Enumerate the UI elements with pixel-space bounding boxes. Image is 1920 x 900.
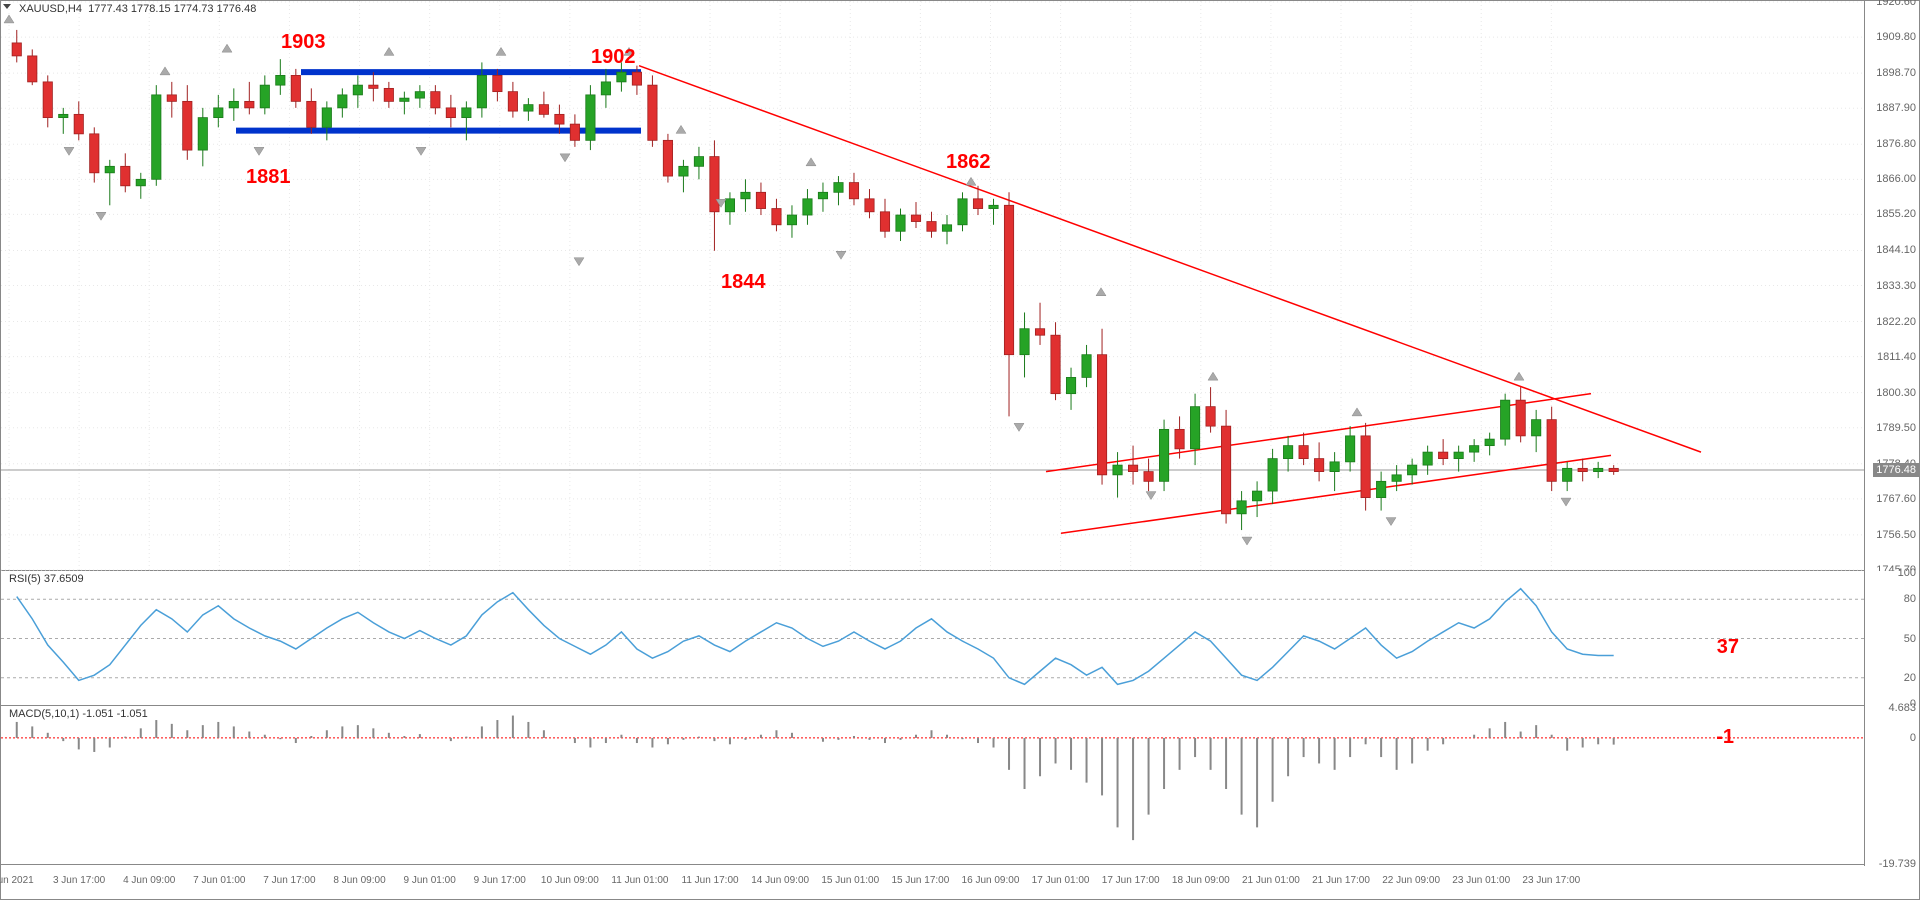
macd-label: MACD(5,10,1) -1.051 -1.051 [9,708,148,720]
current-price-tag: 1776.48 [1873,463,1919,477]
price-panel[interactable]: XAUUSD,H4 1777.43 1778.15 1774.73 1776.4… [1,1,1864,571]
trading-chart: XAUUSD,H4 1777.43 1778.15 1774.73 1776.4… [0,0,1920,900]
price-annotation: 1902 [591,46,636,69]
candlestick-canvas [1,1,1866,571]
price-axis[interactable]: 1776.48 1920.601909.801898.701887.901876… [1864,1,1919,571]
rsi-canvas [1,571,1866,706]
price-annotation: 1844 [721,271,766,294]
macd-axis[interactable]: 4.6830-19.739 [1864,706,1919,866]
dropdown-icon[interactable] [3,4,11,9]
time-axis[interactable]: 3 Jun 20213 Jun 17:004 Jun 09:007 Jun 01… [1,864,1864,899]
price-annotation: 1862 [946,151,991,174]
price-annotation: 1903 [281,31,326,54]
price-annotation: 1881 [246,166,291,189]
ohlc-label: 1777.43 1778.15 1774.73 1776.48 [88,3,256,15]
rsi-label: RSI(5) 37.6509 [9,573,84,585]
symbol-label: XAUUSD,H4 [19,3,82,15]
macd-panel[interactable]: MACD(5,10,1) -1.051 -1.051 -1 [1,706,1864,866]
rsi-value-annotation: 37 [1717,636,1739,659]
rsi-panel[interactable]: RSI(5) 37.6509 37 [1,571,1864,706]
symbol-header: XAUUSD,H4 1777.43 1778.15 1774.73 1776.4… [19,3,256,15]
macd-canvas [1,706,1866,866]
rsi-axis[interactable]: 1008050200 [1864,571,1919,706]
macd-value-annotation: -1 [1716,726,1734,749]
